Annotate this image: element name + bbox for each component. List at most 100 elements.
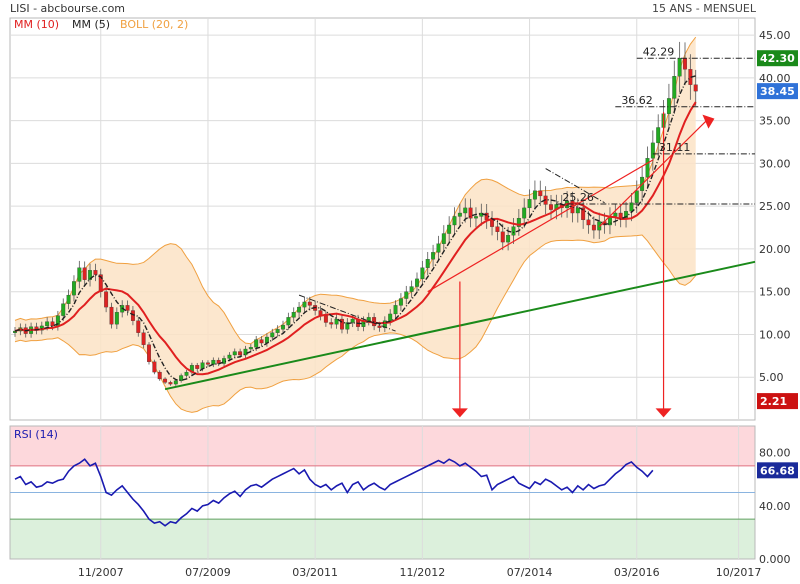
rsi-y-tick-label: 80.00 bbox=[759, 447, 791, 460]
candle-body bbox=[549, 204, 553, 210]
candle-body bbox=[677, 58, 682, 77]
candle-body bbox=[323, 315, 328, 323]
bollinger-lower-line bbox=[14, 234, 697, 413]
candle-body bbox=[634, 190, 639, 203]
candle-body bbox=[420, 267, 425, 280]
candle-body bbox=[157, 371, 162, 380]
candle-body bbox=[415, 278, 419, 287]
candle-body bbox=[409, 286, 414, 292]
candle-body bbox=[173, 380, 178, 385]
candle-body bbox=[302, 301, 307, 308]
projection-arrow-shaft bbox=[598, 120, 707, 228]
x-tick-label: 07/2009 bbox=[185, 566, 231, 579]
candle-body bbox=[179, 375, 184, 381]
candle-body bbox=[227, 354, 232, 359]
candle-body bbox=[184, 371, 189, 376]
price-badge bbox=[757, 50, 798, 67]
candle-body bbox=[297, 306, 302, 313]
candle-body bbox=[431, 252, 436, 260]
chart-period-label: 15 ANS - MENSUEL bbox=[652, 2, 756, 15]
x-tick-label: 03/2016 bbox=[614, 566, 660, 579]
candle-body bbox=[152, 361, 157, 373]
candle-body bbox=[114, 312, 119, 325]
y-tick-label: 10.00 bbox=[759, 328, 791, 341]
price-badge bbox=[757, 83, 798, 100]
rsi-overbought-zone bbox=[10, 426, 755, 466]
candle-body bbox=[66, 294, 71, 304]
projection-arrowhead bbox=[702, 114, 715, 129]
candle-body bbox=[345, 322, 350, 330]
candle-body bbox=[441, 233, 446, 244]
candle-body bbox=[206, 362, 210, 365]
resistance-level-label: 36.62 bbox=[621, 94, 653, 107]
candle-body bbox=[591, 224, 596, 231]
candle-body bbox=[61, 303, 66, 316]
candle-body bbox=[329, 322, 334, 325]
candle-body bbox=[618, 212, 623, 219]
candle-body bbox=[248, 347, 253, 350]
candle-body bbox=[527, 199, 532, 209]
candle-body bbox=[130, 310, 135, 321]
resistance-level-label: 31.11 bbox=[659, 141, 691, 154]
price-badge-label: 42.30 bbox=[760, 52, 795, 65]
candle-body bbox=[109, 306, 114, 325]
candle-body bbox=[147, 344, 151, 362]
mm5-line bbox=[14, 75, 696, 382]
candle-body bbox=[141, 332, 146, 345]
candle-body bbox=[586, 219, 591, 226]
candle-body bbox=[243, 348, 248, 356]
candle-body bbox=[425, 259, 430, 268]
candle-body bbox=[575, 207, 580, 214]
price-badge bbox=[757, 393, 798, 410]
candle-body bbox=[683, 58, 687, 70]
candle-body bbox=[452, 216, 457, 226]
candle-body bbox=[597, 221, 602, 231]
rsi-title: RSI (14) bbox=[14, 428, 58, 441]
resistance-level-label: 25.26 bbox=[562, 191, 594, 204]
candle-body bbox=[457, 212, 462, 217]
price-badge-label: 38.45 bbox=[760, 85, 795, 98]
resistance-level-label: 42.29 bbox=[643, 45, 675, 58]
candle-body bbox=[254, 339, 259, 348]
candle-body bbox=[645, 158, 650, 178]
candle-body bbox=[366, 317, 371, 321]
x-tick-label: 03/2011 bbox=[292, 566, 338, 579]
rsi-line bbox=[14, 458, 654, 527]
candle-body bbox=[506, 235, 511, 243]
bollinger-band-fill bbox=[15, 37, 696, 413]
resistance-trendline-2015 bbox=[545, 168, 605, 204]
y-tick-label: 20.00 bbox=[759, 243, 791, 256]
candle-body bbox=[45, 321, 50, 327]
resistance-trendline-2011 bbox=[298, 294, 396, 332]
candle-body bbox=[393, 305, 398, 315]
candle-body bbox=[382, 320, 387, 328]
candle-body bbox=[474, 216, 478, 219]
candle-body bbox=[581, 207, 586, 221]
y-tick-label: 40.00 bbox=[759, 72, 791, 85]
rsi-oversold-zone bbox=[10, 519, 755, 559]
candle-body bbox=[307, 301, 312, 306]
y-tick-label: 35.00 bbox=[759, 115, 791, 128]
candle-body bbox=[490, 219, 494, 227]
candle-body bbox=[93, 270, 98, 275]
candle-body bbox=[672, 76, 677, 99]
candle-body bbox=[291, 312, 296, 318]
legend-boll: BOLL (20, 2) bbox=[120, 18, 189, 31]
candle-body bbox=[693, 84, 698, 92]
candle-body bbox=[629, 202, 634, 212]
candle-body bbox=[436, 243, 441, 253]
target-arrow-right-head bbox=[655, 408, 672, 418]
candle-body bbox=[468, 207, 473, 219]
x-tick-label: 07/2014 bbox=[507, 566, 553, 579]
candle-body bbox=[270, 332, 275, 338]
candle-body bbox=[88, 270, 92, 280]
candle-body bbox=[77, 267, 82, 282]
rsi-y-tick-label: 0.000 bbox=[759, 553, 791, 566]
candle-body bbox=[104, 291, 109, 308]
y-tick-label: 45.00 bbox=[759, 29, 791, 42]
rsi-value-badge bbox=[757, 462, 798, 479]
candle-body bbox=[340, 318, 344, 330]
candle-body bbox=[650, 142, 655, 159]
